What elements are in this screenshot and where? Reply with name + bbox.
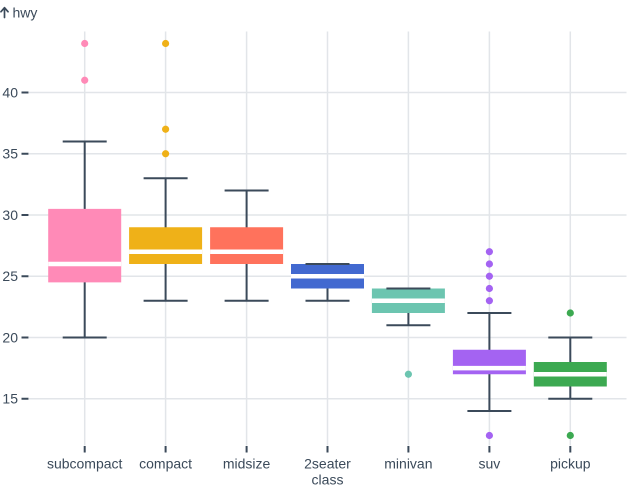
svg-text:35: 35 <box>2 146 18 162</box>
svg-text:pickup: pickup <box>550 456 591 472</box>
svg-text:subcompact: subcompact <box>47 456 123 472</box>
svg-text:30: 30 <box>2 207 18 223</box>
svg-text:midsize: midsize <box>223 456 271 472</box>
svg-text:2seater: 2seater <box>304 456 351 472</box>
svg-text:minivan: minivan <box>384 456 432 472</box>
svg-text:40: 40 <box>2 84 18 100</box>
svg-text:15: 15 <box>2 391 18 407</box>
svg-text:hwy: hwy <box>13 5 38 21</box>
svg-text:compact: compact <box>139 456 192 472</box>
svg-text:suv: suv <box>479 456 501 472</box>
svg-text:20: 20 <box>2 329 18 345</box>
svg-text:class: class <box>312 472 344 488</box>
svg-text:25: 25 <box>2 268 18 284</box>
